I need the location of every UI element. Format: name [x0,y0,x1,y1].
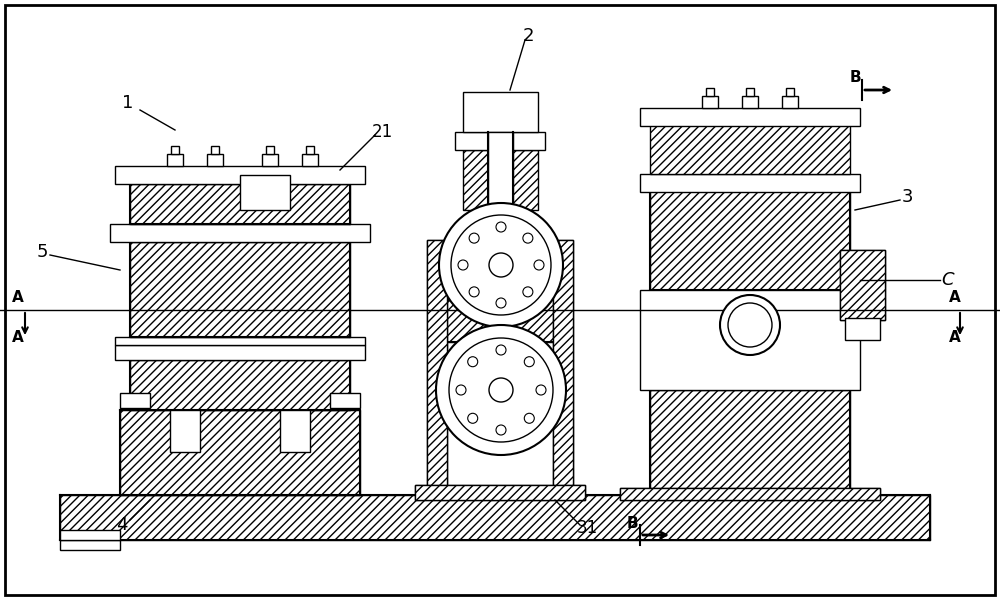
Circle shape [524,413,534,423]
Circle shape [469,233,479,243]
Bar [640,108,860,126]
Text: 4: 4 [116,516,128,534]
Text: 31: 31 [576,519,598,537]
Bar [415,485,585,500]
Text: A: A [12,330,24,345]
Bar [845,318,880,340]
Bar [488,132,513,300]
Circle shape [436,325,566,455]
Bar [650,124,850,174]
Bar [120,393,150,408]
Bar [115,337,365,345]
Circle shape [534,260,544,270]
Bar [430,300,572,342]
Bar [786,88,794,96]
Text: 1: 1 [122,94,134,112]
Bar [167,154,183,166]
Text: A: A [12,290,24,305]
Bar [115,345,365,360]
Circle shape [524,357,534,367]
Bar [115,166,365,184]
Circle shape [468,413,478,423]
Bar [620,488,880,500]
Bar [640,174,860,192]
Bar [302,154,318,166]
Bar [706,88,714,96]
Bar [650,390,850,490]
Bar [130,360,350,410]
Bar [620,488,880,500]
Text: A: A [949,330,961,345]
Bar [553,240,573,490]
Bar [840,250,885,320]
Bar [553,240,573,490]
Bar [266,146,274,154]
Bar [330,393,360,408]
Bar [171,146,179,154]
Bar [130,184,350,224]
Circle shape [496,298,506,308]
Bar [240,175,290,210]
Bar [840,250,885,320]
Bar [130,242,350,337]
Bar [455,132,545,150]
Bar [746,88,754,96]
Bar [650,190,850,290]
Circle shape [439,203,563,327]
Circle shape [536,385,546,395]
Circle shape [496,345,506,355]
Text: B: B [626,516,638,531]
Bar [60,540,120,550]
Bar [640,290,860,390]
Circle shape [468,357,478,367]
Circle shape [489,253,513,277]
Bar [782,96,798,108]
Bar [170,410,200,452]
Circle shape [720,295,780,355]
Bar [262,154,278,166]
Text: C: C [942,271,954,289]
Bar [207,154,223,166]
Circle shape [449,338,553,442]
Circle shape [728,303,772,347]
Bar [702,96,718,108]
Text: A: A [949,290,961,305]
Circle shape [523,287,533,297]
Text: 21: 21 [371,123,393,141]
Bar [60,530,120,540]
Circle shape [496,425,506,435]
Bar [306,146,314,154]
Text: 3: 3 [901,188,913,206]
Bar [463,92,538,132]
Circle shape [469,287,479,297]
Circle shape [523,233,533,243]
Bar [120,410,360,495]
Circle shape [489,378,513,402]
Bar [427,240,447,490]
Bar [427,240,447,490]
Circle shape [456,385,466,395]
Bar [280,410,310,452]
Circle shape [458,260,468,270]
Text: 2: 2 [522,27,534,45]
Bar [110,224,370,242]
Circle shape [451,215,551,315]
Bar [463,150,538,210]
Text: B: B [849,70,861,85]
Bar [742,96,758,108]
Bar [415,485,585,500]
Bar [60,495,930,540]
Circle shape [496,222,506,232]
Bar [211,146,219,154]
Text: 5: 5 [36,243,48,261]
